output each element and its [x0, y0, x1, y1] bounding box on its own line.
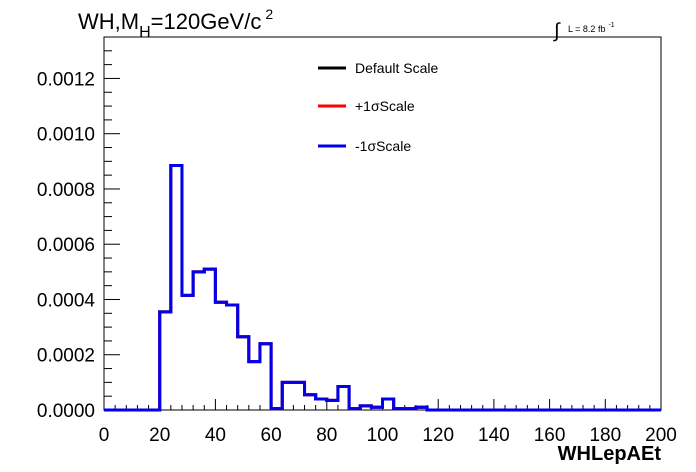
x-tick-label: 0 — [99, 425, 110, 446]
luminosity-label: ∫ L = 8.2 fb -1 — [553, 20, 615, 42]
x-tick-label: 100 — [367, 425, 399, 446]
svg-text:WH,MH=120GeV/c2: WH,MH=120GeV/c 2 — [78, 6, 273, 41]
x-tick-label: 60 — [261, 425, 282, 446]
plot-frame — [103, 36, 662, 411]
x-tick-label: 20 — [149, 425, 170, 446]
y-tick-label: 0.0010 — [37, 125, 95, 146]
x-tick-label: 180 — [589, 425, 621, 446]
legend-label-plus1sigma: +1σScale — [355, 98, 415, 114]
histogram-series-0 — [104, 163, 661, 412]
luminosity-text: L = 8.2 fb — [568, 24, 605, 34]
x-axis: 0 20 40 60 80 100 120 140 160 180 200 — [99, 399, 677, 446]
x-tick-label: 40 — [205, 425, 226, 446]
series-layer — [104, 163, 661, 412]
legend-label-default: Default Scale — [355, 60, 438, 76]
title-main: WH,M — [78, 9, 139, 34]
x-tick-label: 140 — [478, 425, 510, 446]
x-tick-label: 200 — [645, 425, 677, 446]
y-axis: 0.0000 0.0002 0.0004 0.0006 0.0008 0.0010 0.00… — [37, 50, 120, 422]
x-axis-title: WHLepAEt — [558, 443, 662, 465]
chart-title: WH,MH=120GeV/c 2 — [78, 6, 273, 41]
legend: Default Scale +1σScale -1σScale — [318, 60, 438, 154]
y-tick-label: 0.0006 — [37, 235, 95, 256]
title-superscript: 2 — [265, 6, 273, 22]
title-rest: =120GeV/c — [151, 9, 262, 34]
y-tick-label: 0.0008 — [37, 180, 95, 201]
y-tick-label: 0.0004 — [37, 290, 96, 311]
histogram-series-1 — [104, 163, 661, 412]
title-subscript: H — [139, 24, 151, 41]
integral-symbol: ∫ — [553, 20, 561, 42]
y-tick-label: 0.0012 — [37, 69, 95, 90]
x-tick-label: 160 — [534, 425, 566, 446]
luminosity-exponent: -1 — [608, 22, 614, 29]
legend-label-minus1sigma: -1σScale — [355, 138, 411, 154]
x-tick-label: 80 — [316, 425, 337, 446]
y-tick-label: 0.0002 — [37, 346, 95, 367]
y-tick-label: 0.0000 — [37, 401, 95, 422]
svg-text:L = 8.2 fb-1: L = 8.2 fb -1 — [568, 22, 615, 34]
x-tick-label: 120 — [422, 425, 454, 446]
histogram-series-2 — [104, 163, 661, 412]
